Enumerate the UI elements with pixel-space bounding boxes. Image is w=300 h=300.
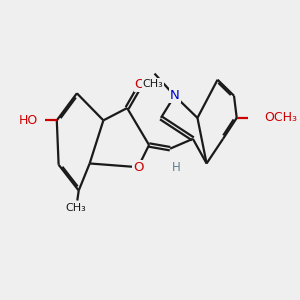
Text: O: O — [133, 161, 143, 174]
Text: CH₃: CH₃ — [65, 202, 86, 213]
Text: OCH₃: OCH₃ — [264, 111, 297, 124]
Text: O: O — [135, 78, 145, 91]
Text: HO: HO — [19, 114, 38, 127]
Text: H: H — [172, 161, 181, 174]
Text: CH₃: CH₃ — [143, 79, 164, 88]
Text: N: N — [170, 89, 179, 102]
